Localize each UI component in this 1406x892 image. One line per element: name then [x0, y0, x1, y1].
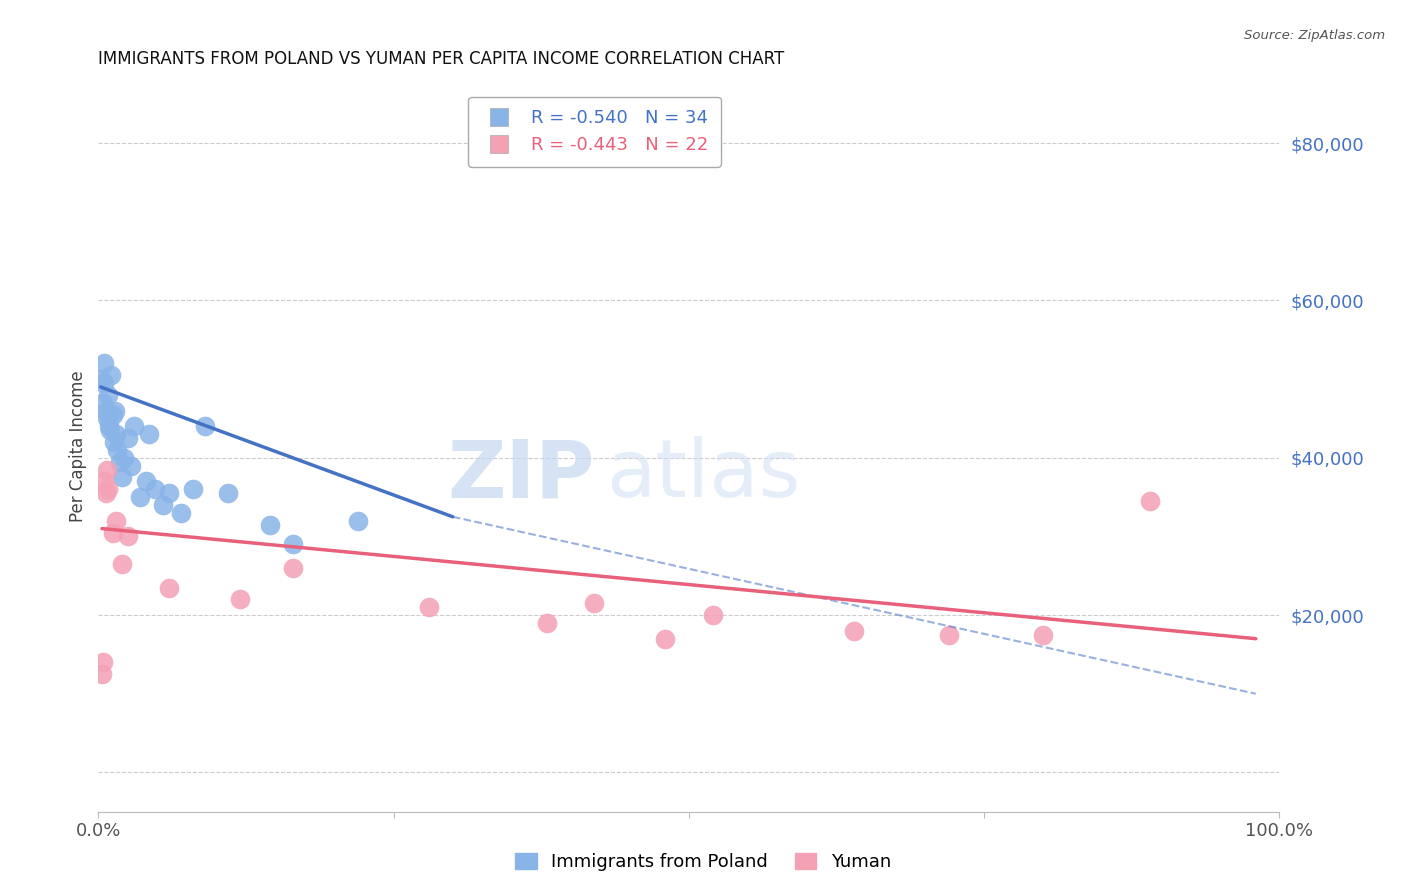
Point: [138, 427, 160, 442]
Point: [103, 435, 125, 450]
Point: [217, 486, 239, 500]
Point: [105, 427, 128, 442]
Point: [283, 537, 305, 551]
Y-axis label: Per Capita Income: Per Capita Income: [69, 370, 87, 522]
Point: [157, 581, 180, 595]
Point: [259, 517, 281, 532]
Point: [117, 529, 139, 543]
Text: ZIP: ZIP: [447, 436, 595, 515]
Point: [347, 514, 370, 528]
Point: [101, 525, 124, 540]
Point: [93, 356, 115, 370]
Legend: Immigrants from Poland, Yuman: Immigrants from Poland, Yuman: [508, 846, 898, 879]
Point: [96, 462, 118, 476]
Point: [90, 372, 112, 386]
Point: [117, 431, 139, 445]
Point: [229, 592, 252, 607]
Point: [170, 506, 193, 520]
Point: [418, 600, 440, 615]
Point: [654, 632, 676, 646]
Point: [96, 411, 118, 425]
Point: [97, 482, 120, 496]
Point: [111, 470, 134, 484]
Point: [112, 450, 135, 465]
Point: [122, 419, 145, 434]
Point: [128, 490, 150, 504]
Point: [97, 388, 120, 402]
Point: [702, 608, 724, 623]
Point: [938, 628, 960, 642]
Point: [157, 486, 180, 500]
Point: [135, 475, 157, 489]
Point: [121, 458, 143, 473]
Point: [1032, 628, 1054, 642]
Text: Source: ZipAtlas.com: Source: ZipAtlas.com: [1244, 29, 1385, 42]
Point: [94, 486, 117, 500]
Point: [100, 368, 122, 383]
Point: [583, 596, 606, 610]
Point: [91, 655, 114, 669]
Point: [94, 403, 117, 417]
Legend: R = -0.540   N = 34, R = -0.443   N = 22: R = -0.540 N = 34, R = -0.443 N = 22: [468, 96, 721, 167]
Point: [283, 561, 305, 575]
Point: [108, 455, 131, 469]
Text: atlas: atlas: [606, 436, 800, 515]
Point: [98, 423, 121, 437]
Point: [536, 615, 558, 630]
Point: [143, 482, 166, 496]
Point: [152, 498, 174, 512]
Point: [91, 667, 114, 681]
Point: [111, 557, 134, 571]
Point: [1139, 494, 1161, 508]
Text: IMMIGRANTS FROM POLAND VS YUMAN PER CAPITA INCOME CORRELATION CHART: IMMIGRANTS FROM POLAND VS YUMAN PER CAPI…: [98, 50, 785, 68]
Point: [93, 475, 115, 489]
Point: [91, 396, 114, 410]
Point: [105, 442, 128, 457]
Point: [194, 419, 217, 434]
Point: [93, 376, 115, 390]
Point: [104, 403, 127, 417]
Point: [181, 482, 204, 496]
Point: [98, 419, 121, 434]
Point: [101, 408, 124, 422]
Point: [844, 624, 866, 638]
Point: [105, 514, 128, 528]
